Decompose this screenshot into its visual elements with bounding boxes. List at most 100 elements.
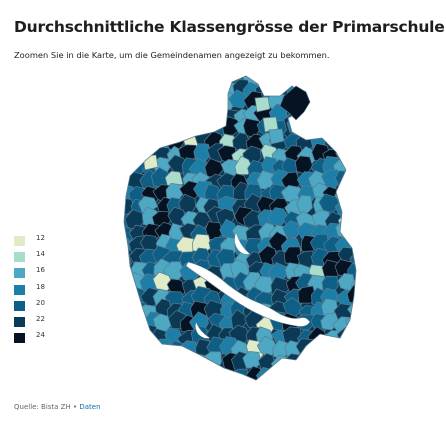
municipality[interactable] <box>349 381 369 398</box>
municipality[interactable] <box>165 78 187 98</box>
municipality[interactable] <box>129 94 149 113</box>
municipality[interactable] <box>324 91 345 109</box>
municipality[interactable] <box>181 103 201 125</box>
municipality[interactable] <box>310 350 330 372</box>
municipality[interactable] <box>154 382 172 399</box>
municipality[interactable] <box>140 352 160 372</box>
municipality[interactable] <box>309 379 328 398</box>
municipality[interactable] <box>202 69 224 88</box>
municipality[interactable] <box>143 108 165 128</box>
municipality[interactable] <box>113 119 134 138</box>
municipality[interactable] <box>320 103 340 124</box>
municipality[interactable] <box>126 132 147 154</box>
municipality[interactable] <box>182 379 204 401</box>
municipality[interactable] <box>118 94 136 115</box>
municipality[interactable] <box>268 128 285 145</box>
municipality[interactable] <box>188 105 210 124</box>
municipality[interactable] <box>233 378 255 397</box>
municipality[interactable] <box>350 328 370 348</box>
municipality[interactable] <box>141 365 162 384</box>
municipality[interactable] <box>118 314 138 336</box>
municipality[interactable] <box>335 365 354 386</box>
municipality[interactable] <box>347 81 369 102</box>
municipality[interactable] <box>273 368 292 386</box>
municipality[interactable] <box>349 223 370 243</box>
municipality[interactable] <box>116 329 136 350</box>
municipality[interactable] <box>140 130 160 148</box>
municipality[interactable] <box>336 79 356 101</box>
municipality[interactable] <box>112 69 131 89</box>
municipality[interactable] <box>128 119 149 138</box>
municipality[interactable] <box>325 352 346 373</box>
municipality[interactable] <box>323 78 344 98</box>
municipality[interactable] <box>169 104 190 122</box>
municipality[interactable] <box>180 352 202 370</box>
municipality[interactable] <box>169 377 188 396</box>
municipality[interactable] <box>228 89 248 109</box>
municipality[interactable] <box>348 104 369 124</box>
municipality[interactable] <box>346 340 368 361</box>
municipality[interactable] <box>165 67 185 87</box>
municipality[interactable] <box>319 117 339 140</box>
municipality[interactable] <box>129 366 149 385</box>
municipality[interactable] <box>351 276 370 296</box>
municipality[interactable] <box>111 383 132 401</box>
municipality[interactable] <box>116 289 134 308</box>
municipality[interactable] <box>179 67 198 88</box>
municipality[interactable] <box>349 93 370 114</box>
municipality[interactable] <box>345 315 367 333</box>
municipality[interactable] <box>129 339 149 361</box>
municipality[interactable] <box>165 366 184 386</box>
municipality[interactable] <box>114 300 134 320</box>
municipality[interactable] <box>338 130 356 151</box>
municipality[interactable] <box>344 131 364 152</box>
municipality[interactable] <box>192 377 213 397</box>
municipality[interactable] <box>208 106 229 127</box>
municipality[interactable] <box>142 154 159 171</box>
municipality[interactable] <box>284 353 304 373</box>
municipality[interactable] <box>136 341 157 362</box>
municipality[interactable] <box>113 155 133 174</box>
municipality[interactable] <box>282 220 301 239</box>
municipality[interactable] <box>180 78 201 97</box>
municipality[interactable] <box>348 184 367 206</box>
municipality[interactable] <box>267 378 289 400</box>
municipality[interactable] <box>154 79 174 101</box>
municipality[interactable] <box>168 350 188 371</box>
municipality[interactable] <box>307 119 327 142</box>
municipality[interactable] <box>272 66 290 85</box>
municipality[interactable] <box>115 147 137 166</box>
municipality[interactable] <box>348 69 370 89</box>
municipality[interactable] <box>335 375 355 396</box>
municipality[interactable] <box>192 66 214 85</box>
municipality[interactable] <box>338 352 357 374</box>
municipality[interactable] <box>114 104 134 125</box>
municipality[interactable] <box>348 199 368 219</box>
municipality[interactable] <box>230 368 251 388</box>
municipality[interactable] <box>127 68 150 89</box>
municipality[interactable] <box>258 374 282 396</box>
municipality[interactable] <box>154 117 173 138</box>
municipality[interactable] <box>347 365 369 383</box>
municipality[interactable] <box>125 381 144 397</box>
municipality[interactable] <box>351 121 371 138</box>
municipality[interactable] <box>310 92 327 112</box>
municipality[interactable] <box>114 274 135 295</box>
municipality[interactable] <box>193 143 212 162</box>
municipality[interactable] <box>297 285 316 304</box>
municipality[interactable] <box>295 117 315 139</box>
data-link[interactable]: Daten <box>79 403 101 411</box>
municipality[interactable] <box>347 209 368 229</box>
municipality[interactable] <box>295 365 318 382</box>
municipality[interactable] <box>243 379 264 396</box>
municipality[interactable] <box>332 340 353 360</box>
municipality[interactable] <box>196 83 214 103</box>
municipality[interactable] <box>129 106 149 123</box>
municipality[interactable] <box>254 96 271 113</box>
municipality[interactable] <box>307 339 329 361</box>
municipality[interactable] <box>155 367 174 387</box>
municipality[interactable] <box>128 314 149 333</box>
municipality[interactable] <box>346 284 365 306</box>
municipality[interactable] <box>141 77 163 96</box>
